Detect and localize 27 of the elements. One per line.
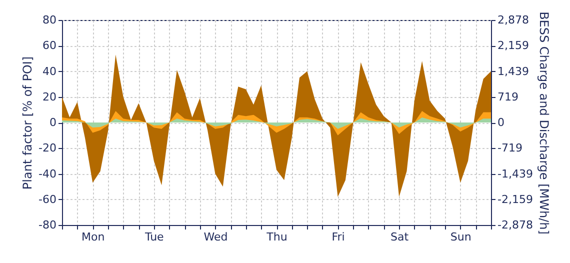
x-tick-label: Thu xyxy=(266,230,288,244)
y-tick-label: -80 xyxy=(38,218,56,232)
y2-axis-title: BESS Charge and Discharge [MWh/h] xyxy=(536,12,551,234)
y2-tick-label: 2,159 xyxy=(498,39,529,52)
x-tick-label: Tue xyxy=(144,230,164,244)
y2-tick-label: 2,878 xyxy=(498,14,529,26)
y-tick-label: -20 xyxy=(38,142,56,155)
y2-tick-label: -1,439 xyxy=(498,167,533,180)
y2-tick-label: 1,439 xyxy=(498,64,529,78)
x-tick-label: Sun xyxy=(450,230,472,244)
y-tick-label: 40 xyxy=(42,64,56,78)
y2-tick-label: -719 xyxy=(498,142,522,155)
y2-tick-label: 719 xyxy=(498,90,518,104)
x-tick-label: Mon xyxy=(82,230,105,244)
y2-tick-label: -2,878 xyxy=(498,218,533,232)
y2-tick-label: 0 xyxy=(498,116,504,129)
y-tick-label: 20 xyxy=(42,90,56,104)
y-tick-label: 80 xyxy=(42,14,56,26)
x-tick-label: Fri xyxy=(332,230,345,244)
y-axis-title: Plant factor [% of POI] xyxy=(20,56,35,190)
x-tick-label: Sat xyxy=(390,230,410,244)
y-tick-label: 60 xyxy=(42,39,56,52)
y-tick-label: -40 xyxy=(38,167,56,180)
y-tick-label: 0 xyxy=(50,116,56,129)
y-tick-label: -60 xyxy=(38,192,56,206)
x-tick-label: Wed xyxy=(204,230,228,244)
y2-tick-label: -2,159 xyxy=(498,192,533,206)
